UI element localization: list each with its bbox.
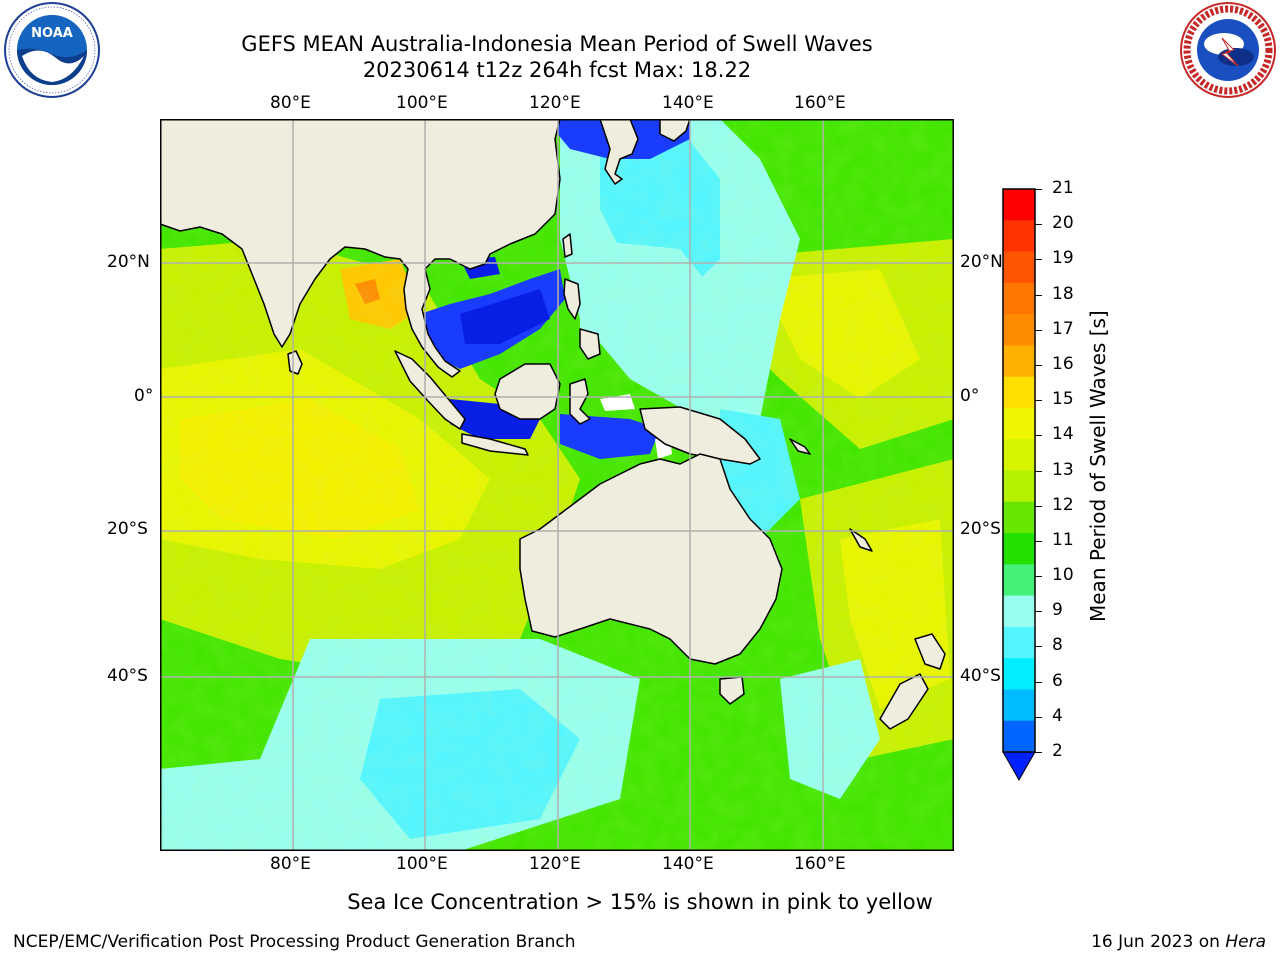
colorbar-tick-mark [1035,400,1042,402]
lat-tick-left-0: 0° [134,386,154,406]
colorbar-tick-mark [1035,224,1042,226]
colorbar-tick-label: 18 [1052,283,1074,304]
colorbar-tick-label: 13 [1052,459,1074,480]
colorbar-tick-label: 4 [1052,705,1063,726]
colorbar-segment [1003,251,1035,284]
map-border [160,119,954,851]
colorbar-tick-mark [1035,752,1042,753]
colorbar-segment [1003,345,1035,378]
lon-tick-bottom-160e: 160°E [794,854,846,874]
swell-period-map [160,119,954,851]
colorbar-tick-mark [1035,470,1042,472]
colorbar-tick-mark [1035,505,1042,507]
colorbar-tick-mark [1035,576,1042,578]
landmasses [160,119,946,730]
colorbar-tick-label: 20 [1052,213,1074,234]
lon-tick-top-100e: 100°E [396,93,448,113]
lon-tick-bottom-100e: 100°E [396,854,448,874]
lon-tick-bottom-80e: 80°E [270,854,311,874]
colorbar-tick-mark [1035,189,1042,190]
colorbar-tick-label: 19 [1052,248,1074,269]
colorbar-tick-label: 21 [1052,178,1074,198]
colorbar-segment [1003,689,1035,722]
colorbar-segment [1003,501,1035,534]
colorbar [1002,188,1036,782]
colorbar-segment [1003,595,1035,628]
colorbar-tick-mark [1035,435,1042,437]
lat-tick-left-20n: 20°N [107,252,150,272]
nws-logo [1180,2,1276,98]
svg-text:NOAA: NOAA [31,26,73,41]
colorbar-segment [1003,314,1035,346]
colorbar-tick-label: 9 [1052,600,1063,621]
lon-tick-top-80e: 80°E [270,93,311,113]
colorbar-segment [1003,658,1035,690]
lon-tick-top-160e: 160°E [794,93,846,113]
lon-tick-bottom-120e: 120°E [529,854,581,874]
footer-date-text: 16 Jun 2023 on [1091,932,1226,952]
colorbar-label: Mean Period of Swell Waves [s] [1086,310,1110,622]
lat-tick-right-20s: 20°S [960,519,1001,539]
colorbar-tick-label: 6 [1052,670,1063,691]
colorbar-tick-label: 2 [1052,741,1063,761]
lat-tick-left-40s: 40°S [107,666,148,686]
colorbar-tick-mark [1035,681,1042,683]
colorbar-tick-mark [1035,329,1042,331]
lon-tick-top-120e: 120°E [529,93,581,113]
colorbar-segment [1003,376,1035,409]
colorbar-segment [1003,470,1035,503]
colorbar-tick-label: 10 [1052,565,1074,586]
colorbar-tick-label: 11 [1052,529,1074,550]
lat-tick-right-0: 0° [960,386,980,406]
footer-date: 16 Jun 2023 on Hera [1091,932,1266,952]
colorbar-segment [1003,220,1035,253]
sea-ice-note: Sea Ice Concentration > 15% is shown in … [347,890,933,914]
footer-credit: NCEP/EMC/Verification Post Processing Pr… [13,932,576,952]
lat-tick-right-20n: 20°N [960,252,1003,272]
colorbar-segment [1003,189,1035,221]
colorbar-tick-mark [1035,646,1042,648]
colorbar-tick-label: 12 [1052,494,1074,515]
colorbar-tick-mark [1035,259,1042,261]
noaa-logo: NOAA [4,2,100,98]
colorbar-segment [1003,439,1035,471]
colorbar-segment [1003,626,1035,659]
lat-tick-right-40s: 40°S [960,666,1001,686]
colorbar-tick-label: 14 [1052,424,1074,445]
colorbar-tick-mark [1035,716,1042,718]
colorbar-tick-mark [1035,611,1042,613]
map-title: GEFS MEAN Australia-Indonesia Mean Perio… [241,32,873,56]
colorbar-segment [1003,533,1035,565]
colorbar-tick-label: 17 [1052,318,1074,339]
colorbar-segment [1003,564,1035,597]
graticule [160,119,954,851]
lon-tick-bottom-140e: 140°E [662,854,714,874]
colorbar-tick-mark [1035,540,1042,542]
colorbar-segment [1003,282,1035,315]
colorbar-tick-label: 16 [1052,353,1074,374]
lon-tick-top-140e: 140°E [662,93,714,113]
lat-tick-left-20s: 20°S [107,519,148,539]
colorbar-tick-mark [1035,364,1042,366]
colorbar-tick-label: 8 [1052,635,1063,656]
colorbar-tick-label: 15 [1052,389,1074,410]
colorbar-segment [1003,407,1035,440]
colorbar-segment [1003,720,1035,753]
map-subtitle: 20230614 t12z 264h fcst Max: 18.22 [362,58,752,82]
colorbar-tick-mark [1035,294,1042,296]
footer-host: Hera [1225,932,1266,952]
